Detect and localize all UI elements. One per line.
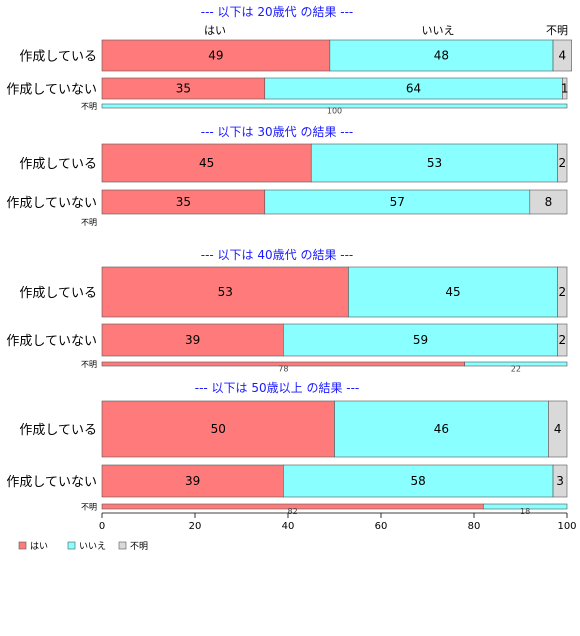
bar-value-label: 49: [208, 49, 223, 63]
row-label: 作成していない: [6, 475, 97, 490]
category-header: いいえ: [422, 24, 455, 37]
group-4: --- 以下は 50歳以上 の結果 --- 作成している 50 46 4 作成していない 3…: [6, 381, 568, 516]
bar-segment-unknown: [529, 189, 568, 215]
row-label: 不明: [81, 360, 97, 369]
legend-swatch: [67, 541, 76, 550]
bar-segment-no: [334, 400, 549, 458]
bar-value-label: 45: [445, 285, 460, 299]
bar-segment-unknown: [548, 400, 568, 458]
bar-value-label: 39: [185, 333, 200, 347]
category-header: 不明: [546, 24, 568, 37]
group-title: --- 以下は 50歳以上 の結果 ---: [195, 381, 360, 395]
row-label: 作成していない: [6, 196, 97, 211]
bar-segment-no: [348, 266, 559, 318]
bar-value-label: 18: [520, 507, 530, 516]
bar-segment-yes: [101, 400, 335, 458]
bar-value-label: 64: [406, 82, 421, 96]
x-tick-label: 80: [468, 521, 481, 532]
bar-value-label: 45: [199, 156, 214, 170]
bar-segment-unknown: [557, 323, 568, 357]
bar-value-label: 53: [427, 156, 442, 170]
bar-value-label: 58: [411, 474, 426, 488]
row-label: 作成していない: [6, 334, 97, 349]
bar-value-label: 2: [559, 156, 567, 170]
bar-segment-unknown: [552, 464, 568, 498]
bar-value-label: 3: [556, 474, 564, 488]
bar-value-label: 39: [185, 474, 200, 488]
bar-segment-no: [464, 361, 568, 367]
bar-value-label: 46: [434, 422, 449, 436]
bar-value-label: 53: [218, 285, 233, 299]
group-title: --- 以下は 30歳代 の結果 ---: [201, 125, 354, 139]
bar-value-label: 48: [434, 49, 449, 63]
row-label: 作成している: [19, 157, 97, 172]
row-label: 不明: [81, 503, 97, 512]
bar-value-label: 100: [327, 107, 342, 116]
bar-segment-unknown: [552, 39, 572, 72]
row-label: 作成している: [19, 286, 97, 301]
x-tick-label: 100: [557, 521, 576, 532]
bar-segment-unknown: [557, 143, 568, 183]
row-label: 不明: [81, 102, 97, 111]
bar-segment-no: [264, 189, 531, 215]
bar-value-label: 35: [176, 195, 191, 209]
bar-segment-no: [482, 503, 568, 510]
category-header: はい: [204, 24, 226, 37]
group-title: --- 以下は 20歳代 の結果 ---: [201, 5, 354, 19]
x-tick-label: 40: [282, 521, 295, 532]
bar-segment-yes: [101, 39, 331, 72]
row-label: 不明: [81, 218, 97, 227]
bar-value-label: 2: [559, 285, 567, 299]
bar-value-label: 78: [278, 365, 288, 374]
x-tick-label: 0: [99, 521, 105, 532]
row-label: 作成していない: [6, 83, 97, 98]
bar-segment-no: [101, 103, 568, 109]
bar-value-label: 1: [561, 82, 569, 96]
bar-segment-no: [283, 464, 554, 498]
legend-label: 不明: [130, 541, 148, 552]
bar-value-label: 4: [559, 49, 567, 63]
group-2: --- 以下は 30歳代 の結果 --- 作成している 45 53 2 作成していない 35…: [6, 125, 568, 227]
bar-segment-unknown: [562, 77, 568, 100]
bar-value-label: 22: [511, 365, 521, 374]
x-tick-label: 20: [189, 521, 202, 532]
row-label: 作成している: [19, 423, 97, 438]
bar-segment-yes: [101, 266, 349, 318]
bar-value-label: 35: [176, 82, 191, 96]
legend-label: はい: [30, 541, 48, 552]
bar-value-label: 82: [288, 507, 298, 516]
row-label: 作成している: [19, 50, 97, 65]
bar-value-label: 57: [390, 195, 405, 209]
legend-swatch: [118, 541, 127, 550]
bar-segment-yes: [101, 323, 284, 357]
bar-segment-no: [329, 39, 554, 72]
bar-value-label: 4: [554, 422, 562, 436]
legend-label: いいえ: [79, 541, 106, 552]
x-tick-label: 60: [375, 521, 388, 532]
legend-swatch: [18, 541, 27, 550]
group-1: --- 以下は 20歳代 の結果 --- 作成している 49 48 4 作成していない 35…: [6, 5, 572, 116]
bar-value-label: 50: [211, 422, 226, 436]
bar-segment-no: [283, 323, 559, 357]
bar-value-label: 8: [545, 195, 553, 209]
bar-segment-unknown: [557, 266, 568, 318]
group-3: --- 以下は 40歳代 の結果 --- 作成している 53 45 2 作成していない 39…: [6, 248, 568, 374]
bar-value-label: 2: [559, 333, 567, 347]
group-title: --- 以下は 40歳代 の結果 ---: [201, 248, 354, 262]
bar-value-label: 59: [413, 333, 428, 347]
